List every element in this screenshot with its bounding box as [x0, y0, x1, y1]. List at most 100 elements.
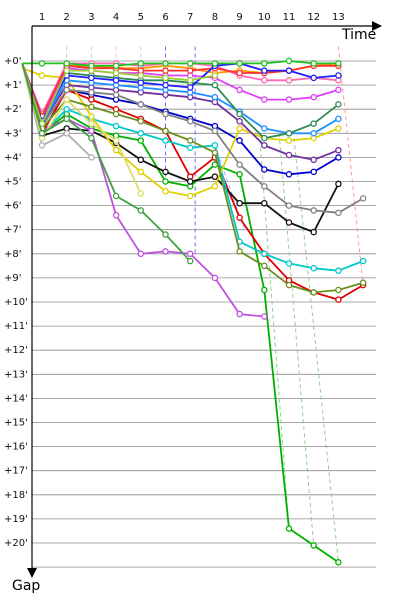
data-point — [112, 146, 120, 154]
data-point — [137, 60, 145, 67]
x-tick-label: 8 — [212, 12, 218, 23]
data-point — [236, 60, 243, 67]
y-tick-label: +5' — [4, 177, 22, 188]
data-point — [162, 74, 169, 82]
data-point — [285, 67, 293, 74]
data-point — [285, 137, 293, 144]
data-point — [261, 134, 268, 142]
data-point — [335, 267, 342, 274]
data-point — [88, 67, 95, 74]
y-tick-label: +6' — [4, 201, 22, 212]
y-tick-label: +12' — [4, 345, 28, 356]
data-point — [137, 168, 145, 176]
data-point — [310, 156, 317, 164]
data-point — [186, 178, 194, 185]
data-point — [236, 118, 243, 125]
data-point — [112, 91, 120, 98]
dashed-connector — [258, 133, 290, 529]
data-point — [63, 105, 70, 113]
data-point — [285, 281, 293, 289]
series-line — [21, 63, 339, 135]
series-line — [21, 62, 339, 123]
data-point — [88, 127, 95, 135]
data-point — [137, 156, 145, 164]
data-point — [186, 84, 194, 91]
y-tick-label: +9' — [4, 273, 22, 284]
series-line — [21, 63, 339, 161]
data-point — [88, 120, 95, 127]
data-point — [285, 525, 293, 532]
data-point — [335, 115, 342, 123]
x-tick-label: 13 — [332, 12, 345, 23]
data-point — [285, 130, 293, 137]
y-tick-label: +16' — [4, 442, 28, 453]
data-point — [359, 279, 367, 286]
data-point — [112, 62, 120, 70]
data-point — [137, 250, 145, 258]
data-point — [112, 77, 120, 84]
data-point — [88, 89, 95, 96]
data-point — [137, 101, 145, 108]
series-line — [22, 60, 339, 67]
y-tick-label: +7' — [4, 225, 22, 236]
y-tick-label: +18' — [4, 490, 28, 501]
data-point — [186, 144, 194, 152]
data-point — [162, 178, 169, 185]
data-point — [261, 262, 268, 270]
data-point — [285, 260, 293, 267]
data-point — [285, 171, 293, 178]
y-tick-label: +3' — [4, 128, 22, 139]
data-point — [285, 202, 293, 209]
dashed-connector — [214, 145, 246, 230]
x-tick-label: 5 — [138, 12, 144, 23]
data-point — [261, 166, 268, 173]
x-tick-label: 11 — [283, 12, 296, 23]
data-point — [186, 137, 194, 144]
data-point — [310, 74, 317, 82]
data-point — [63, 130, 70, 137]
data-point — [63, 60, 70, 67]
data-point — [186, 60, 194, 67]
data-point — [211, 149, 219, 156]
series-line — [21, 63, 339, 140]
data-point — [112, 110, 120, 118]
y-tick-label: +0' — [4, 56, 22, 67]
data-point — [285, 151, 293, 159]
data-point — [38, 142, 46, 149]
x-axis-arrow-icon — [372, 21, 382, 31]
x-axis-title: Time — [341, 27, 376, 43]
data-point — [335, 146, 342, 154]
data-point — [162, 187, 169, 195]
data-point — [261, 250, 268, 258]
data-point — [88, 103, 95, 111]
data-point — [285, 77, 293, 84]
data-point — [310, 228, 317, 236]
data-point — [261, 286, 268, 294]
data-point — [236, 69, 243, 77]
data-point — [310, 93, 317, 101]
data-point — [236, 248, 243, 255]
data-point — [310, 542, 317, 549]
data-point — [261, 183, 268, 190]
dashed-connector — [337, 46, 364, 286]
data-point — [88, 113, 95, 120]
data-point — [38, 72, 46, 79]
data-point — [162, 248, 169, 255]
data-point — [186, 67, 194, 74]
data-point — [88, 154, 95, 161]
data-point — [310, 289, 317, 296]
data-point — [112, 69, 120, 77]
data-point — [38, 60, 46, 67]
x-tick-label: 4 — [113, 12, 119, 23]
series-line — [21, 63, 340, 234]
data-point — [137, 72, 145, 79]
y-tick-labels: +0' +1' +2' +3' +4' +5' +6' +7' +8' +9' +10' +11' +1… — [4, 56, 28, 549]
data-point — [162, 60, 169, 67]
data-point — [310, 60, 317, 67]
data-point — [211, 81, 219, 89]
data-point — [261, 77, 268, 84]
data-point — [211, 142, 219, 149]
data-point — [236, 110, 243, 118]
data-point — [63, 115, 70, 123]
